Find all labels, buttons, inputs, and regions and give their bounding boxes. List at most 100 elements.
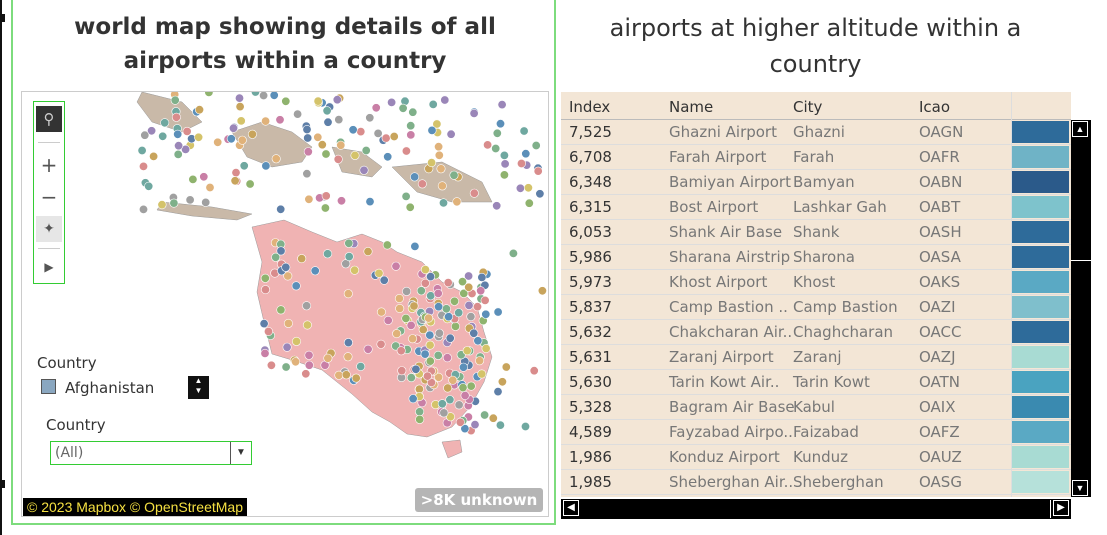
map-attribution[interactable]: © 2023 Mapbox © OpenStreetMap bbox=[23, 498, 247, 516]
airport-point[interactable] bbox=[303, 133, 313, 143]
table-row[interactable]: 1,985 Sheberghan Air.. Sheberghan OASG bbox=[561, 470, 1071, 495]
scroll-left-icon[interactable]: ◀ bbox=[563, 500, 579, 516]
airport-point[interactable] bbox=[235, 93, 245, 103]
airport-point[interactable] bbox=[247, 129, 257, 139]
airport-point[interactable] bbox=[481, 344, 491, 354]
airport-point[interactable] bbox=[158, 131, 168, 141]
pin-map-icon[interactable]: ✦ bbox=[36, 216, 62, 242]
table-row[interactable]: 5,630 Tarin Kowt Air.. Tarin Kowt OATN bbox=[561, 370, 1071, 395]
airport-point[interactable] bbox=[376, 307, 386, 317]
airport-point[interactable] bbox=[515, 183, 525, 193]
airport-point[interactable] bbox=[469, 188, 479, 198]
airport-point[interactable] bbox=[501, 362, 511, 372]
airport-point[interactable] bbox=[379, 275, 389, 285]
airport-point[interactable] bbox=[434, 302, 444, 312]
airport-point[interactable] bbox=[271, 154, 281, 164]
airport-point[interactable] bbox=[492, 128, 502, 138]
airport-point[interactable] bbox=[475, 356, 485, 366]
airport-point[interactable] bbox=[245, 179, 255, 189]
airport-point[interactable] bbox=[271, 252, 281, 262]
scroll-down-icon[interactable]: ▼ bbox=[1072, 480, 1088, 496]
airport-point[interactable] bbox=[261, 285, 271, 295]
airport-point[interactable] bbox=[443, 278, 453, 288]
airport-point[interactable] bbox=[160, 118, 170, 128]
airport-point[interactable] bbox=[458, 383, 468, 393]
zoom-in-icon[interactable]: + bbox=[40, 153, 58, 177]
airport-point[interactable] bbox=[445, 333, 455, 343]
airport-point[interactable] bbox=[408, 334, 418, 344]
airport-point[interactable] bbox=[139, 161, 149, 171]
airport-point[interactable] bbox=[410, 241, 420, 251]
airport-point[interactable] bbox=[401, 313, 411, 323]
airport-point[interactable] bbox=[302, 169, 312, 179]
airport-point[interactable] bbox=[457, 277, 467, 287]
airport-point[interactable] bbox=[464, 271, 474, 281]
airport-point[interactable] bbox=[291, 281, 301, 291]
table-row[interactable]: 5,837 Camp Bastion .. Camp Bastion OAZI bbox=[561, 295, 1071, 320]
airport-point[interactable] bbox=[434, 142, 444, 152]
airport-point[interactable] bbox=[201, 197, 211, 207]
airport-point[interactable] bbox=[426, 272, 436, 282]
airport-point[interactable] bbox=[458, 362, 468, 372]
airport-point[interactable] bbox=[281, 262, 291, 272]
column-header-city[interactable]: City bbox=[793, 98, 823, 116]
airport-point[interactable] bbox=[454, 308, 464, 318]
airport-point[interactable] bbox=[391, 261, 401, 271]
airport-point[interactable] bbox=[350, 265, 360, 275]
airport-point[interactable] bbox=[282, 342, 292, 352]
airport-point[interactable] bbox=[157, 200, 167, 210]
airport-point[interactable] bbox=[406, 373, 416, 383]
airport-point[interactable] bbox=[304, 360, 314, 370]
table-row[interactable]: 6,708 Farah Airport Farah OAFR bbox=[561, 145, 1071, 170]
airport-point[interactable] bbox=[422, 371, 432, 381]
column-header-icao[interactable]: Icao bbox=[919, 98, 951, 116]
airport-point[interactable] bbox=[313, 96, 323, 106]
airport-point[interactable] bbox=[283, 271, 293, 281]
airport-point[interactable] bbox=[226, 134, 236, 144]
airport-point[interactable] bbox=[321, 149, 331, 159]
airport-point[interactable] bbox=[194, 132, 204, 142]
airport-point[interactable] bbox=[410, 172, 420, 182]
airport-point[interactable] bbox=[450, 321, 460, 331]
airport-point[interactable] bbox=[351, 373, 361, 383]
airport-point[interactable] bbox=[425, 340, 435, 350]
airport-point[interactable] bbox=[452, 197, 462, 207]
airport-point[interactable] bbox=[520, 421, 530, 431]
table-row[interactable]: 5,986 Sharana Airstrip Sharona OASA bbox=[561, 245, 1071, 270]
airport-point[interactable] bbox=[436, 164, 446, 174]
airport-point[interactable] bbox=[524, 198, 534, 208]
airport-point[interactable] bbox=[480, 295, 490, 305]
legend-scroll-arrows-icon[interactable]: ▲ ▼ bbox=[188, 376, 209, 399]
airport-point[interactable] bbox=[195, 105, 205, 115]
airport-point[interactable] bbox=[336, 140, 346, 150]
table-row[interactable]: 6,315 Bost Airport Lashkar Gah OABT bbox=[561, 195, 1071, 220]
airport-point[interactable] bbox=[483, 140, 493, 150]
airport-point[interactable] bbox=[281, 362, 291, 372]
airport-point[interactable] bbox=[266, 360, 276, 370]
airport-point[interactable] bbox=[417, 179, 427, 189]
airport-point[interactable] bbox=[470, 420, 480, 430]
airport-point[interactable] bbox=[497, 377, 507, 387]
airport-point[interactable] bbox=[395, 304, 405, 314]
table-row[interactable]: 5,631 Zaranj Airport Zaranj OAZJ bbox=[561, 345, 1071, 370]
legend-item-label[interactable]: Afghanistan bbox=[65, 379, 155, 397]
airport-point[interactable] bbox=[261, 116, 271, 126]
airport-point[interactable] bbox=[394, 294, 404, 304]
airport-point[interactable] bbox=[446, 129, 456, 139]
airport-point[interactable] bbox=[230, 176, 240, 186]
airport-point[interactable] bbox=[442, 353, 452, 363]
airport-point[interactable] bbox=[356, 361, 366, 371]
table-row[interactable]: 5,328 Bagram Air Base Kabul OAIX bbox=[561, 395, 1071, 420]
airport-point[interactable] bbox=[260, 273, 270, 283]
airport-point[interactable] bbox=[231, 168, 241, 178]
airport-point[interactable] bbox=[323, 249, 333, 259]
airport-point[interactable] bbox=[343, 352, 353, 362]
airport-point[interactable] bbox=[427, 125, 437, 135]
airport-point[interactable] bbox=[174, 141, 184, 151]
airport-point[interactable] bbox=[376, 339, 386, 349]
airport-point[interactable] bbox=[495, 119, 505, 129]
airport-point[interactable] bbox=[521, 149, 531, 159]
airport-point[interactable] bbox=[276, 204, 286, 214]
airport-point[interactable] bbox=[313, 132, 323, 142]
airport-point[interactable] bbox=[365, 197, 375, 207]
